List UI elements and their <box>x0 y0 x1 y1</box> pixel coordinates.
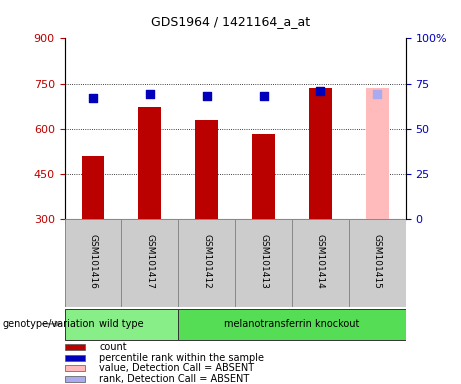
Text: value, Detection Call = ABSENT: value, Detection Call = ABSENT <box>99 363 254 373</box>
Point <box>260 93 267 99</box>
Bar <box>65 219 121 307</box>
Point <box>146 91 154 98</box>
Bar <box>309 88 332 219</box>
Bar <box>349 219 406 307</box>
Bar <box>195 120 218 219</box>
Text: melanotransferrin knockout: melanotransferrin knockout <box>225 319 360 329</box>
Bar <box>65 365 85 371</box>
Text: count: count <box>99 342 127 352</box>
Bar <box>235 219 292 307</box>
Text: GSM101416: GSM101416 <box>89 234 97 289</box>
Text: GSM101417: GSM101417 <box>145 234 154 289</box>
Bar <box>178 219 235 307</box>
Point <box>317 88 324 94</box>
Bar <box>65 309 178 340</box>
Text: GSM101413: GSM101413 <box>259 234 268 289</box>
Bar <box>65 355 85 361</box>
Bar <box>82 156 104 219</box>
Text: rank, Detection Call = ABSENT: rank, Detection Call = ABSENT <box>99 374 249 384</box>
Bar <box>292 219 349 307</box>
Point <box>203 93 210 99</box>
Text: GSM101412: GSM101412 <box>202 234 211 289</box>
Text: GDS1964 / 1421164_a_at: GDS1964 / 1421164_a_at <box>151 15 310 28</box>
Bar <box>65 344 85 350</box>
Text: GSM101414: GSM101414 <box>316 234 325 289</box>
Bar <box>366 88 389 219</box>
Text: percentile rank within the sample: percentile rank within the sample <box>99 353 264 362</box>
Bar <box>121 219 178 307</box>
Text: wild type: wild type <box>99 319 144 329</box>
Text: genotype/variation: genotype/variation <box>2 319 95 329</box>
Bar <box>65 376 85 382</box>
Point <box>89 95 97 101</box>
Bar <box>138 107 161 219</box>
Bar <box>178 309 406 340</box>
Bar <box>252 134 275 219</box>
Point <box>373 91 381 98</box>
Text: GSM101415: GSM101415 <box>373 234 382 289</box>
